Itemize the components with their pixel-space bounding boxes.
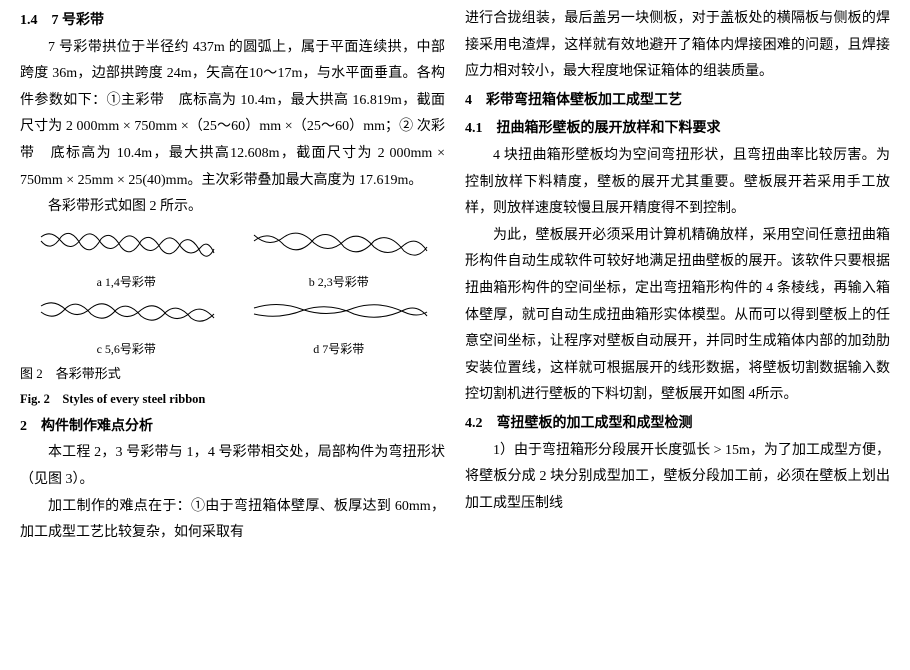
- figure-2-caption-cn: 图 2 各彩带形式: [20, 362, 445, 387]
- ribbon-d-icon: [249, 296, 429, 336]
- heading-1-4: 1.4 7 号彩带: [20, 8, 445, 35]
- ribbon-b-icon: [249, 227, 429, 269]
- figure-2-a-label: a 1,4号彩带: [36, 271, 216, 294]
- left-column: 1.4 7 号彩带 7 号彩带拱位于半径约 437m 的圆弧上，属于平面连续拱，…: [10, 6, 455, 670]
- figure-2-d: d 7号彩带: [249, 296, 429, 361]
- para-7hao: 7 号彩带拱位于半径约 437m 的圆弧上，属于平面连续拱，中部跨度 36m，边…: [20, 35, 445, 195]
- para-ref-fig2: 各彩带形式如图 2 所示。: [20, 194, 445, 221]
- figure-2-caption-en: Fig. 2 Styles of every steel ribbon: [20, 388, 445, 412]
- right-column: 进行合拢组装，最后盖另一块侧板，对于盖板处的横隔板与侧板的焊接采用电渣焊，这样就…: [455, 6, 900, 670]
- figure-2: a 1,4号彩带 b 2,3号彩带 c 5,6号彩带: [20, 227, 445, 412]
- para-2-1: 本工程 2，3 号彩带与 1，4 号彩带相交处，局部构件为弯扭形状（见图 3）。: [20, 440, 445, 493]
- heading-4: 4 彩带弯扭箱体壁板加工成型工艺: [465, 88, 890, 115]
- figure-2-c: c 5,6号彩带: [36, 296, 216, 361]
- para-cont: 进行合拢组装，最后盖另一块侧板，对于盖板处的横隔板与侧板的焊接采用电渣焊，这样就…: [465, 6, 890, 86]
- figure-2-row1: a 1,4号彩带 b 2,3号彩带: [20, 227, 445, 294]
- para-2-2: 加工制作的难点在于：①由于弯扭箱体壁厚、板厚达到 60mm，加工成型工艺比较复杂…: [20, 494, 445, 547]
- para-4-1-a: 4 块扭曲箱形壁板均为空间弯扭形状，且弯扭曲率比较厉害。为控制放样下料精度，壁板…: [465, 143, 890, 223]
- figure-2-d-label: d 7号彩带: [249, 338, 429, 361]
- heading-4-1: 4.1 扭曲箱形壁板的展开放样和下料要求: [465, 116, 890, 143]
- heading-4-2: 4.2 弯扭壁板的加工成型和成型检测: [465, 411, 890, 438]
- figure-2-b: b 2,3号彩带: [249, 227, 429, 294]
- ribbon-c-icon: [36, 296, 216, 336]
- figure-2-row2: c 5,6号彩带 d 7号彩带: [20, 296, 445, 361]
- ribbon-a-icon: [36, 227, 216, 269]
- figure-2-a: a 1,4号彩带: [36, 227, 216, 294]
- heading-2: 2 构件制作难点分析: [20, 414, 445, 441]
- para-4-1-b: 为此，壁板展开必须采用计算机精确放样，采用空间任意扭曲箱形构件自动生成软件可较好…: [465, 223, 890, 409]
- figure-2-b-label: b 2,3号彩带: [249, 271, 429, 294]
- figure-2-c-label: c 5,6号彩带: [36, 338, 216, 361]
- para-4-2-a: 1）由于弯扭箱形分段展开长度弧长 > 15m，为了加工成型方便，将壁板分成 2 …: [465, 438, 890, 518]
